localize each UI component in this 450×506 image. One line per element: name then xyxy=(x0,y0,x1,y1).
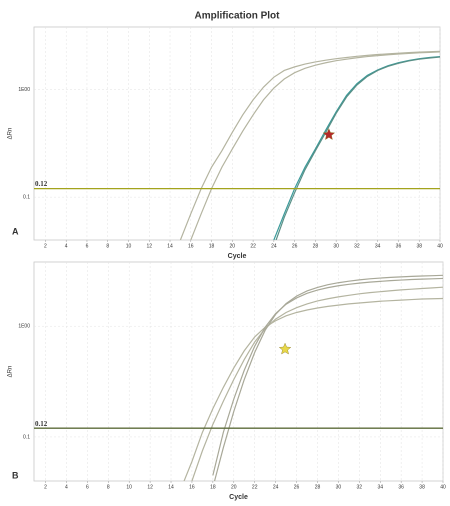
x-tick-label: 18 xyxy=(210,484,216,490)
x-tick-label: 32 xyxy=(357,484,363,490)
x-tick-label: 2 xyxy=(44,484,47,490)
x-tick-label: 34 xyxy=(375,243,381,249)
x-tick-label: 12 xyxy=(146,243,152,249)
x-tick-label: 4 xyxy=(65,243,68,249)
x-tick-label: 8 xyxy=(107,484,110,490)
x-tick-label: 22 xyxy=(252,484,258,490)
x-tick-label: 38 xyxy=(419,484,425,490)
x-tick-label: 28 xyxy=(313,243,319,249)
x-tick-label: 24 xyxy=(271,243,277,249)
x-tick-label: 40 xyxy=(437,243,443,249)
x-tick-label: 34 xyxy=(377,484,383,490)
x-tick-label: 14 xyxy=(168,484,174,490)
amplification-curve xyxy=(183,297,443,481)
x-tick-label: 10 xyxy=(126,243,132,249)
x-tick-label: 4 xyxy=(65,484,68,490)
amplification-curve xyxy=(190,51,440,240)
x-tick-label: 36 xyxy=(396,243,402,249)
amplification-curve xyxy=(191,286,443,481)
amplification-curve xyxy=(275,56,440,240)
chart-title: Amplification Plot xyxy=(195,11,281,22)
x-tick-label: 30 xyxy=(333,243,339,249)
star-marker xyxy=(278,342,292,355)
threshold-label: 0.12 xyxy=(35,420,48,428)
panel-label: B xyxy=(12,470,19,480)
x-tick-label: 8 xyxy=(106,243,109,249)
x-tick-label: 6 xyxy=(86,243,89,249)
star-marker xyxy=(322,128,336,140)
x-axis-label: Cycle xyxy=(229,494,248,501)
y-tick-label: 0.1 xyxy=(23,194,30,200)
amplification-curve xyxy=(213,274,443,481)
x-tick-label: 14 xyxy=(167,243,173,249)
x-tick-label: 16 xyxy=(188,243,194,249)
y-tick-label: 1E00 xyxy=(18,87,30,93)
y-tick-label: 0.1 xyxy=(23,434,30,440)
x-tick-label: 30 xyxy=(336,484,342,490)
x-tick-label: 16 xyxy=(189,484,195,490)
panel-label: A xyxy=(12,226,19,236)
x-tick-label: 18 xyxy=(209,243,215,249)
x-tick-label: 12 xyxy=(147,484,153,490)
threshold-label: 0.12 xyxy=(35,180,48,188)
x-tick-label: 2 xyxy=(44,243,47,249)
x-tick-label: 24 xyxy=(273,484,279,490)
x-tick-label: 38 xyxy=(416,243,422,249)
x-tick-label: 26 xyxy=(292,243,298,249)
x-tick-label: 40 xyxy=(440,484,446,490)
amplification-curve xyxy=(212,277,443,476)
y-axis-label: ΔRn xyxy=(8,366,14,378)
x-tick-label: 20 xyxy=(230,243,236,249)
y-tick-label: 1E00 xyxy=(18,324,30,330)
x-tick-label: 26 xyxy=(294,484,300,490)
x-tick-label: 36 xyxy=(398,484,404,490)
x-tick-label: 20 xyxy=(231,484,237,490)
x-axis-label: Cycle xyxy=(228,253,247,260)
x-tick-label: 10 xyxy=(126,484,132,490)
x-tick-label: 6 xyxy=(86,484,89,490)
amplification-curve xyxy=(179,50,440,240)
y-axis-label: ΔRn xyxy=(8,128,14,140)
x-tick-label: 22 xyxy=(250,243,256,249)
plot-area xyxy=(33,26,441,241)
x-tick-label: 28 xyxy=(315,484,321,490)
x-tick-label: 32 xyxy=(354,243,360,249)
